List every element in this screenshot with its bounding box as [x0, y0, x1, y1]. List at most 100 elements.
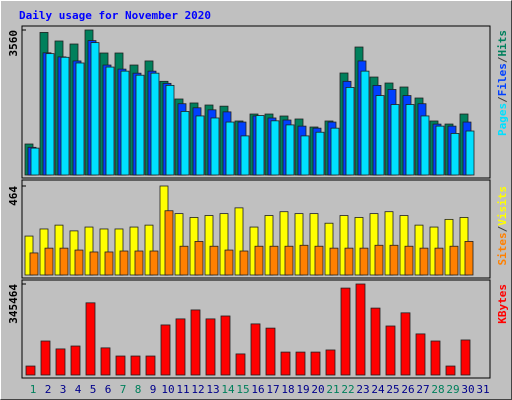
bar [449, 245, 459, 276]
x-tick-label: 10 [161, 383, 174, 396]
bar [404, 245, 414, 276]
bar [269, 245, 279, 276]
legend-entry: Hits [496, 30, 509, 57]
bar [174, 213, 184, 276]
legend-entry: KBytes [496, 284, 509, 324]
bar [400, 312, 411, 376]
bar [419, 247, 429, 276]
bar [325, 349, 336, 376]
bar [194, 241, 204, 276]
bar [235, 353, 246, 376]
bar [240, 135, 250, 176]
y-tick-label: 345464 [7, 284, 20, 324]
x-tick-label: 19 [296, 383, 309, 396]
bar [190, 309, 201, 376]
bar [59, 247, 69, 276]
bar [45, 53, 55, 176]
bar [134, 250, 144, 276]
bar [55, 348, 66, 376]
bar [165, 84, 175, 176]
bar [450, 133, 460, 176]
bar [115, 355, 126, 376]
bar [270, 120, 280, 176]
bar [149, 250, 159, 276]
bar [144, 224, 154, 276]
bar [314, 245, 324, 276]
bar [90, 42, 100, 176]
x-tick-label: 4 [75, 383, 82, 396]
x-tick-label: 30 [461, 383, 474, 396]
bar [369, 213, 379, 276]
x-tick-label: 17 [266, 383, 279, 396]
bar [70, 345, 81, 376]
x-tick-label: 15 [236, 383, 249, 396]
x-tick-label: 18 [281, 383, 294, 396]
bar [255, 115, 265, 176]
x-tick-label: 12 [191, 383, 204, 396]
bar [145, 355, 156, 376]
bar [234, 207, 244, 276]
bar [430, 340, 441, 376]
bar [265, 327, 276, 376]
bar [375, 95, 385, 176]
bar [295, 351, 306, 376]
x-tick-label: 14 [221, 383, 235, 396]
bar [60, 56, 70, 176]
bar [294, 213, 304, 276]
bar [205, 318, 216, 376]
y-tick-label: 3560 [7, 30, 20, 57]
legend-entry: Pages [496, 103, 509, 136]
bar [220, 315, 231, 376]
legend-separator: / [496, 96, 509, 103]
bar [179, 245, 189, 276]
bar [160, 324, 171, 376]
x-tick-label: 27 [416, 383, 429, 396]
bar [329, 247, 339, 276]
bar [435, 125, 445, 176]
bar [104, 251, 114, 276]
bar [405, 104, 415, 176]
bar [210, 117, 220, 176]
bar [105, 66, 115, 176]
bar [84, 226, 94, 276]
bar [315, 131, 325, 176]
bar [340, 287, 351, 376]
legend: Sites/Visits [496, 186, 509, 266]
bar [280, 351, 291, 376]
y-tick-label: 464 [7, 186, 20, 206]
bar [299, 244, 309, 276]
legend-entry: Files [496, 63, 509, 96]
bar [355, 283, 366, 376]
bar [374, 244, 384, 276]
x-tick-label: 7 [120, 383, 127, 396]
bar [25, 365, 36, 376]
legend: Pages/Files/Hits [496, 30, 509, 136]
bar [285, 124, 295, 176]
x-tick-label: 22 [341, 383, 354, 396]
bar [120, 70, 130, 176]
x-tick-label: 20 [311, 383, 324, 396]
bar [399, 215, 409, 276]
bar [390, 104, 400, 176]
x-tick-label: 11 [176, 383, 189, 396]
bar [309, 213, 319, 276]
bar [344, 247, 354, 276]
bar [279, 211, 289, 276]
bar [345, 87, 355, 176]
bar [300, 135, 310, 176]
bar [370, 307, 381, 376]
legend-separator: / [496, 56, 509, 63]
bar [40, 340, 51, 376]
x-tick-label: 9 [150, 383, 157, 396]
bar [460, 339, 471, 376]
x-tick-label: 31 [476, 383, 489, 396]
bar [464, 241, 474, 276]
bar [434, 247, 444, 276]
bar [150, 72, 160, 176]
bar [445, 365, 456, 376]
x-tick-label: 26 [401, 383, 414, 396]
bar [310, 351, 321, 376]
bar [180, 111, 190, 176]
x-tick-label: 5 [90, 383, 97, 396]
bar [130, 355, 141, 376]
